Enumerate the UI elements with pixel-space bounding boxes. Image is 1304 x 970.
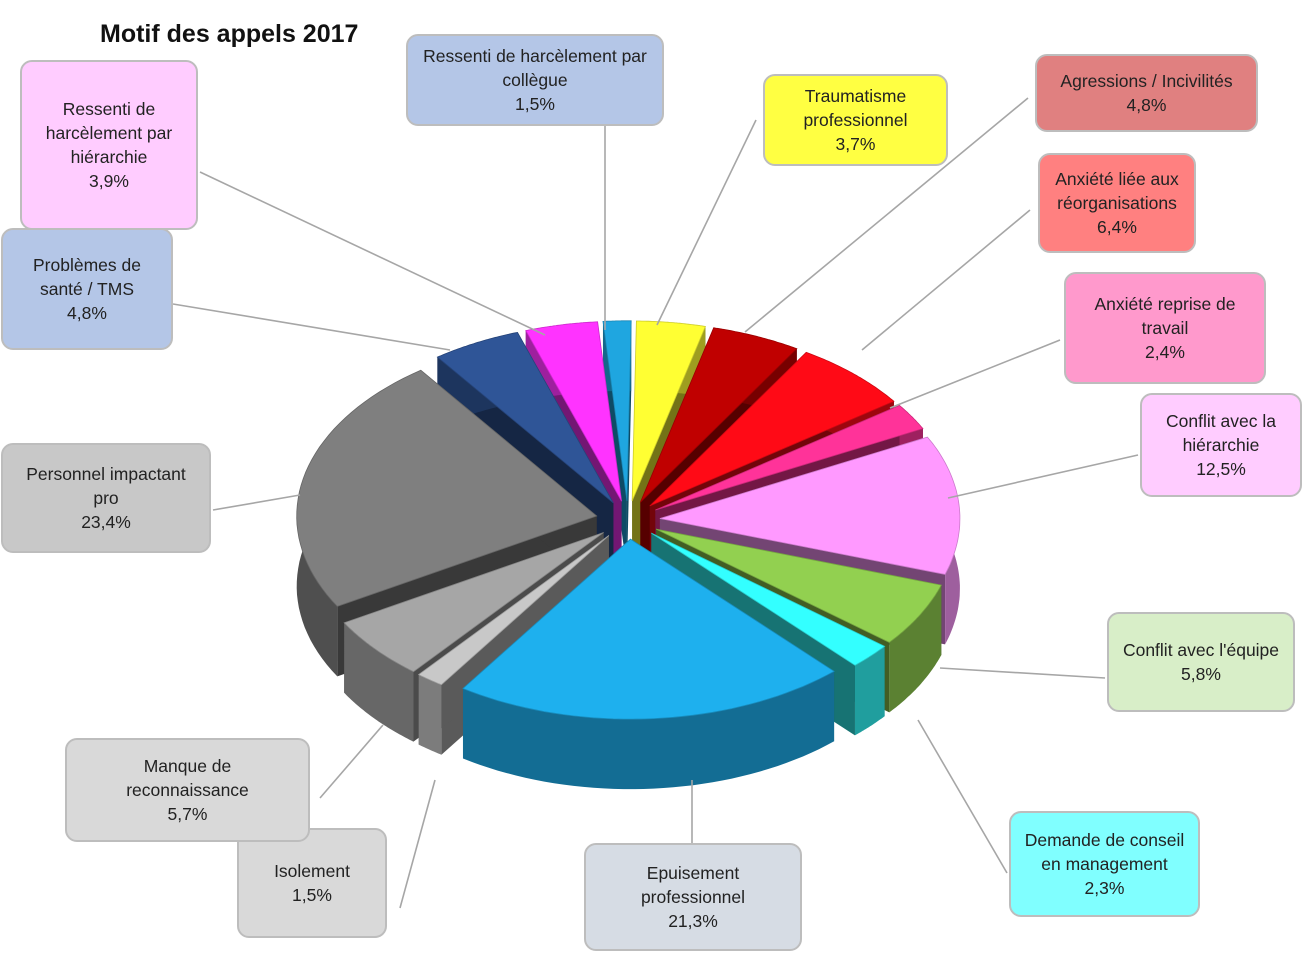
callout-label: Demande de conseil en management — [1024, 830, 1185, 874]
leader-line-agressions-incivilites — [744, 97, 1029, 333]
callout-label: Anxiété liée aux réorganisations — [1055, 169, 1179, 213]
leader-line-demande-de-conseil-en-management — [917, 719, 1008, 874]
slice-anxiete-liee-aux-reorganisations — [649, 351, 895, 507]
slice-anxiete-reprise-de-travail — [655, 404, 924, 511]
callout-manque-de-reconnaissance: Manque de reconnaissance 5,7% — [65, 738, 310, 842]
callout-label: Anxiété reprise de travail — [1094, 294, 1236, 338]
slice-outer-demande-de-conseil-en-management — [855, 646, 885, 736]
callout-label: Isolement — [274, 861, 350, 881]
slice-outer-isolement — [418, 674, 442, 755]
leader-line-conflit-avec-la-hierarchie — [947, 454, 1139, 499]
callout-label: Ressenti de harcèlement par hiérarchie — [45, 99, 173, 167]
callout-personnel-impactant-pro: Personnel impactant pro 23,4% — [1, 443, 211, 553]
callout-value: 1,5% — [515, 94, 555, 114]
leader-line-anxiete-liee-aux-reorganisations — [861, 209, 1031, 351]
leader-line-traumatisme-professionnel — [656, 119, 757, 326]
callout-label: Agressions / Incivilités — [1060, 71, 1233, 91]
callout-label: Problèmes de santé / TMS — [33, 255, 141, 299]
callout-ressenti-de-harcelement-par-hierarchie: Ressenti de harcèlement par hiérarchie 3,… — [20, 60, 198, 230]
slice-outer-epuisement-professionnel — [463, 671, 835, 790]
slice-ressenti-de-harcelement-par-collegue — [602, 320, 632, 501]
callout-label: Conflit avec l'équipe — [1122, 640, 1280, 660]
callout-value: 5,7% — [167, 804, 208, 824]
callout-problemes-de-sante-tms: Problèmes de santé / TMS 4,8% — [1, 228, 173, 350]
leader-line-ressenti-de-harcelement-par-hierarchie — [199, 171, 546, 336]
callout-label: Manque de reconnaissance — [126, 756, 249, 800]
leader-line-personnel-impactant-pro — [212, 494, 301, 511]
slice-tops — [296, 320, 961, 720]
slice-isolement — [417, 535, 610, 686]
leader-line-isolement — [399, 779, 436, 909]
callout-conflit-avec-la-hierarchie: Conflit avec la hiérarchie 12,5% — [1140, 393, 1302, 497]
slice-personnel-impactant-pro — [296, 369, 598, 607]
callout-value: 2,3% — [1084, 878, 1125, 898]
slice-problemes-de-sante-tms — [436, 331, 614, 504]
callout-demande-de-conseil-en-management: Demande de conseil en management 2,3% — [1009, 811, 1200, 917]
slice-epuisement-professionnel — [462, 538, 835, 720]
callout-epuisement-professionnel: Epuisement professionnel 21,3% — [584, 843, 802, 951]
slice-conflit-avec-l-equipe — [655, 528, 942, 643]
callout-value: 5,8% — [1181, 664, 1221, 684]
slice-ressenti-de-harcelement-par-hierarchie — [525, 321, 622, 502]
callout-value: 4,8% — [67, 303, 107, 323]
slice-demande-de-conseil-en-management — [651, 532, 886, 666]
callout-label: Ressenti de harcèlement par collègue — [423, 46, 647, 90]
leader-line-anxiete-reprise-de-travail — [889, 339, 1061, 409]
callout-isolement: Isolement 1,5% — [237, 828, 387, 938]
callout-label: Conflit avec la hiérarchie — [1166, 411, 1276, 455]
callout-value: 12,5% — [1196, 459, 1246, 479]
callout-conflit-avec-l-equipe: Conflit avec l'équipe 5,8% — [1107, 612, 1295, 712]
callout-value: 21,3% — [668, 911, 718, 931]
callout-traumatisme-professionnel: Traumatisme professionnel 3,7% — [763, 74, 948, 166]
leader-lines — [172, 97, 1139, 909]
callout-value: 1,5% — [292, 885, 332, 905]
callout-value: 23,4% — [81, 512, 131, 532]
callout-value: 2,4% — [1145, 342, 1185, 362]
callout-anxiete-reprise-de-travail: Anxiété reprise de travail 2,4% — [1064, 272, 1266, 384]
callout-anxiete-liee-aux-reorganisations: Anxiété liée aux réorganisations 6,4% — [1038, 153, 1196, 253]
callout-value: 3,7% — [835, 134, 876, 154]
slice-outer-conflit-avec-l-equipe — [889, 585, 942, 713]
callout-value: 4,8% — [1126, 95, 1167, 115]
leader-line-conflit-avec-l-equipe — [939, 667, 1106, 679]
callout-agressions-incivilites: Agressions / Incivilités 4,8% — [1035, 54, 1258, 132]
leader-line-manque-de-reconnaissance — [319, 724, 384, 799]
leader-line-problemes-de-sante-tms — [172, 303, 451, 351]
slice-manque-de-reconnaissance — [343, 532, 604, 673]
callout-label: Epuisement professionnel — [640, 863, 746, 907]
callout-label: Personnel impactant pro — [26, 464, 186, 508]
callout-label: Traumatisme professionnel — [803, 86, 908, 130]
callout-value: 6,4% — [1097, 217, 1137, 237]
slice-agressions-incivilites — [640, 327, 798, 503]
slice-traumatisme-professionnel — [631, 320, 706, 502]
callout-value: 3,9% — [89, 171, 129, 191]
callout-ressenti-de-harcelement-par-collegue: Ressenti de harcèlement par collègue 1,5% — [406, 34, 664, 126]
chart-title: Motif des appels 2017 — [100, 20, 359, 48]
slice-conflit-avec-la-hierarchie — [659, 436, 961, 575]
slice-outer-manque-de-reconnaissance — [344, 622, 414, 742]
